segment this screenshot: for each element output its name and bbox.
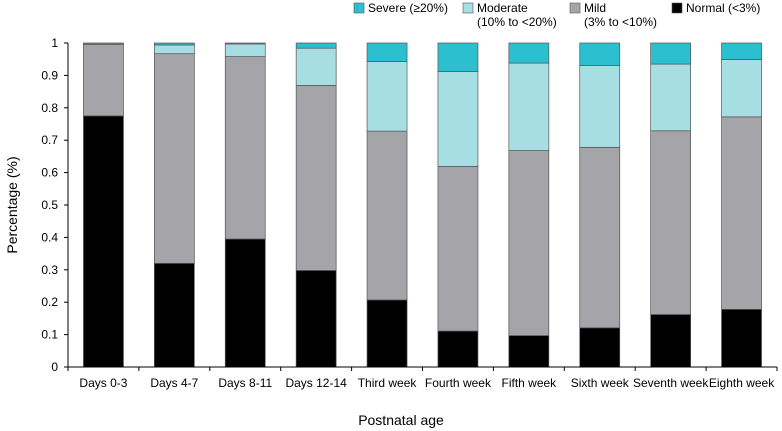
bar-segment-4-8 xyxy=(579,42,621,66)
bar-segment-3-3 xyxy=(224,43,266,57)
x-tick-label: Seventh week xyxy=(633,376,709,390)
bar-segment-1-5 xyxy=(366,299,408,368)
bar-segment-4-7 xyxy=(508,42,550,64)
x-tick-label: Sixth week xyxy=(571,376,630,390)
legend-label: Moderate xyxy=(477,1,528,15)
bar-segment-3-6 xyxy=(437,71,479,167)
x-tick-label: Fifth week xyxy=(502,376,558,390)
x-tick-label: Days 8-11 xyxy=(218,376,272,390)
bar-segment-1-6 xyxy=(437,330,479,368)
bar-segment-3-10 xyxy=(721,59,762,118)
bar-segment-2-5 xyxy=(366,130,408,301)
bar-segment-2-7 xyxy=(508,150,550,336)
bar-segment-3-7 xyxy=(508,62,550,151)
legend-label: (3% to <10%) xyxy=(584,15,657,29)
bar-segment-1-1 xyxy=(83,115,124,368)
y-tick-label: 0.6 xyxy=(41,166,58,180)
bar-segment-3-9 xyxy=(650,63,692,132)
legend-label: Severe (≥20%) xyxy=(368,1,448,15)
legend-label: (10% to <20%) xyxy=(477,15,557,29)
bar-segment-1-10 xyxy=(721,308,762,368)
bar-segment-2-10 xyxy=(721,116,762,310)
legend: Severe (≥20%) Moderate(10% to <20%) Mild(3… xyxy=(353,1,760,29)
bar-segment-3-8 xyxy=(579,65,621,148)
legend-swatch xyxy=(569,2,581,14)
legend-swatch xyxy=(462,2,474,14)
bar-segment-2-6 xyxy=(437,166,479,332)
bar-segment-1-2 xyxy=(154,262,195,368)
y-tick-label: 0.7 xyxy=(41,133,58,147)
bar-segment-2-4 xyxy=(295,85,337,271)
bar-segment-4-9 xyxy=(650,42,692,65)
x-tick-label: Fourth week xyxy=(425,376,492,390)
bar-segment-3-2 xyxy=(154,44,195,55)
bar-segment-3-4 xyxy=(295,47,337,86)
bar-segment-1-3 xyxy=(224,238,266,368)
axes-group: 0 0.1 0.2 0.3 0.4 0.5 0.6 0.7 0.8 0.9 1 Days 0-3 Day… xyxy=(41,36,778,390)
bar-segment-3-5 xyxy=(366,61,408,132)
bar-segment-4-5 xyxy=(366,42,408,62)
legend-label: Normal (<3%) xyxy=(686,1,760,15)
bar-segment-4-4 xyxy=(295,42,337,49)
bar-segment-4-10 xyxy=(721,42,762,60)
x-tick-label: Days 0-3 xyxy=(79,376,127,390)
bar-segment-4-2 xyxy=(154,42,195,46)
bar-segment-4-6 xyxy=(437,42,479,72)
y-axis-title: Percentage (%) xyxy=(4,156,20,253)
y-tick-label: 0.1 xyxy=(41,328,58,342)
bar-segment-2-1 xyxy=(83,43,124,117)
y-tick-label: 0.9 xyxy=(41,68,58,82)
x-tick-label: Days 4-7 xyxy=(150,376,198,390)
bar-segment-1-7 xyxy=(508,335,550,368)
bar-segment-2-9 xyxy=(650,130,692,315)
bar-segment-2-3 xyxy=(224,56,266,240)
legend-label: Mild xyxy=(584,1,606,15)
bars-group xyxy=(83,42,762,368)
x-tick-label: Third week xyxy=(358,376,418,390)
y-tick-label: 1 xyxy=(51,36,58,50)
bar-segment-2-8 xyxy=(579,146,621,329)
legend-swatch xyxy=(671,2,683,14)
x-tick-label: Eighth week xyxy=(709,376,775,390)
bar-segment-4-3 xyxy=(224,42,266,45)
bar-segment-1-4 xyxy=(295,270,337,368)
x-axis-title: Postnatal age xyxy=(358,412,444,428)
y-tick-label: 0.8 xyxy=(41,101,58,115)
y-tick-label: 0.5 xyxy=(41,198,58,212)
bar-segment-1-8 xyxy=(579,327,621,368)
bar-segment-2-2 xyxy=(154,53,195,264)
y-tick-label: 0 xyxy=(51,360,58,374)
legend-swatch xyxy=(353,2,365,14)
x-tick-label: Days 12-14 xyxy=(285,376,347,390)
y-tick-label: 0.4 xyxy=(41,230,58,244)
bar-segment-1-9 xyxy=(650,314,692,368)
y-tick-label: 0.3 xyxy=(41,263,58,277)
y-tick-label: 0.2 xyxy=(41,295,58,309)
